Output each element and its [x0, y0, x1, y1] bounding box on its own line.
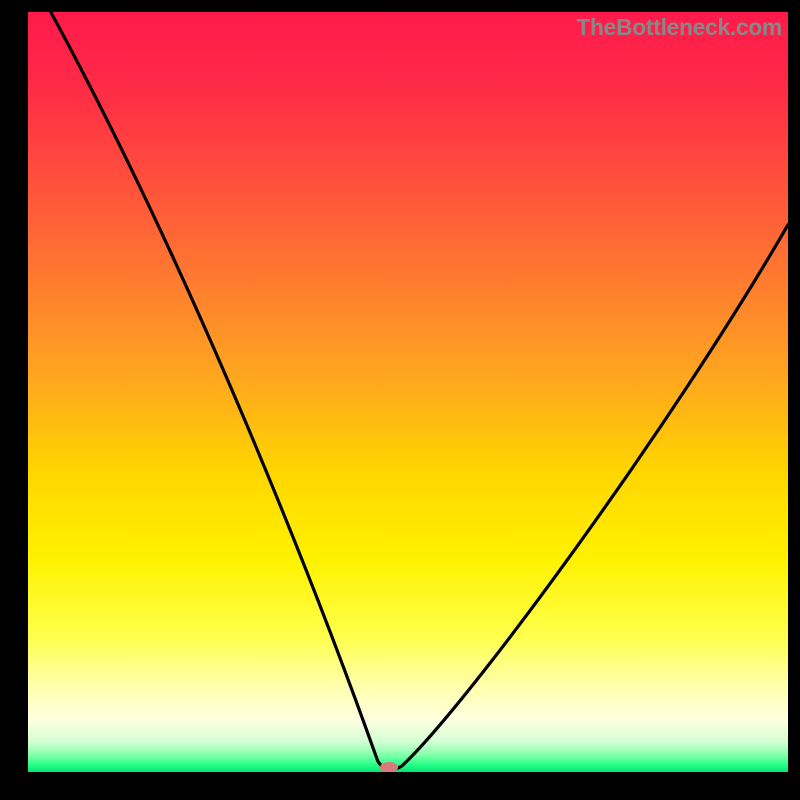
watermark-text: TheBottleneck.com — [576, 14, 782, 41]
plot-area: TheBottleneck.com — [28, 12, 788, 772]
curve-layer — [28, 12, 788, 772]
minimum-marker — [380, 762, 398, 772]
bottleneck-curve — [51, 12, 788, 769]
